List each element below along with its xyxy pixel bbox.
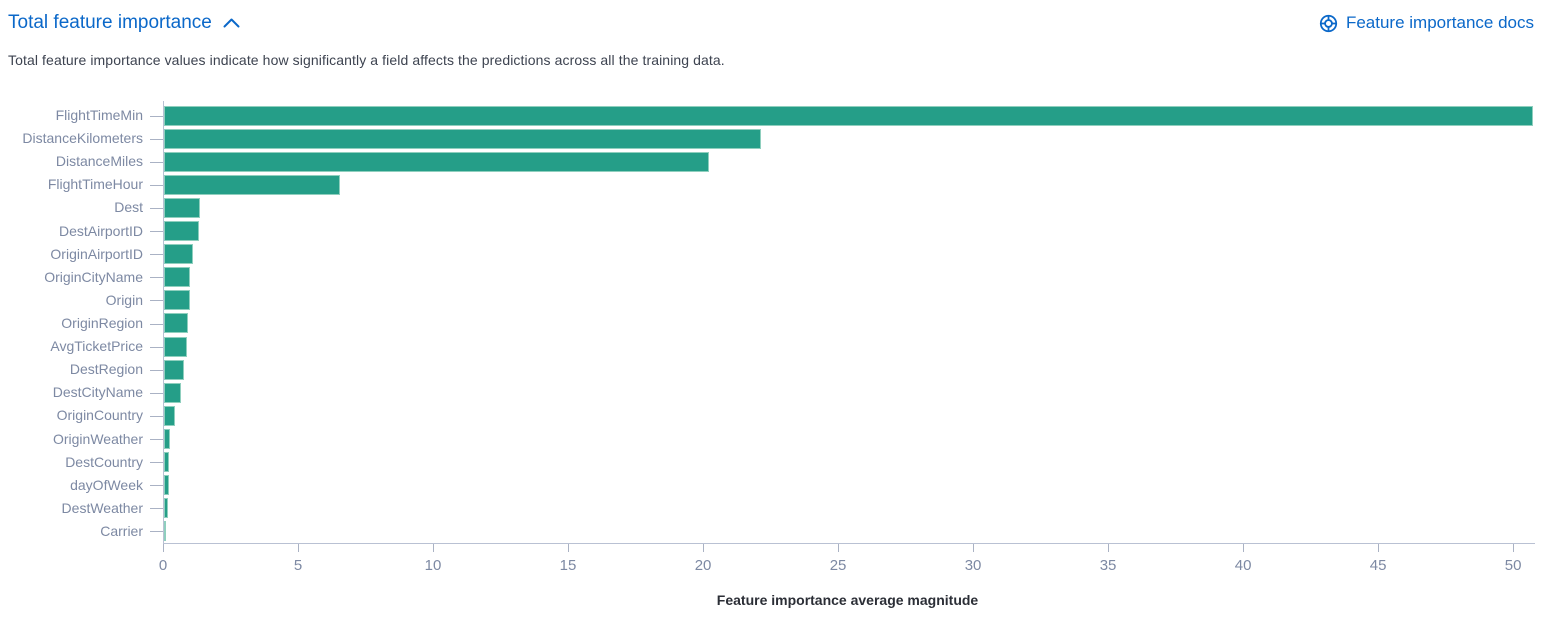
- bar-DistanceMiles: [164, 151, 710, 172]
- bar-OriginWeather: [164, 428, 170, 449]
- y-axis-label: OriginWeather: [52, 430, 143, 447]
- x-axis-tick: [163, 544, 164, 552]
- y-axis-label: OriginAirportID: [50, 245, 143, 262]
- panel-title: Total feature importance: [8, 12, 212, 33]
- x-axis-tick: [568, 544, 570, 552]
- y-axis-tick: [150, 485, 163, 487]
- y-axis-tick: [150, 392, 163, 394]
- y-axis-tick: [150, 231, 163, 233]
- y-axis-tick: [150, 439, 163, 441]
- y-axis-tick: [150, 346, 163, 348]
- panel-description: Total feature importance values indicate…: [8, 52, 725, 68]
- bar-AvgTicketPrice: [164, 336, 187, 357]
- y-axis-label: DistanceMiles: [55, 153, 143, 170]
- x-axis-tick: [298, 544, 299, 552]
- y-axis-tick: [150, 254, 163, 256]
- x-axis-tick-label: 15: [559, 557, 577, 574]
- y-axis-label: Dest: [114, 199, 143, 216]
- x-axis-tick: [838, 544, 840, 552]
- panel-header: Total feature importance: [8, 12, 1534, 34]
- y-axis-tick: [150, 323, 163, 325]
- x-axis-tick-label: 30: [964, 557, 982, 574]
- y-axis-label: dayOfWeek: [70, 476, 143, 493]
- bar-OriginCountry: [164, 405, 176, 426]
- x-axis-tick: [1108, 544, 1110, 552]
- y-axis-tick: [150, 138, 163, 140]
- y-axis-label: DestCityName: [52, 384, 143, 401]
- bar-OriginRegion: [164, 313, 189, 334]
- bar-OriginCityName: [164, 267, 190, 288]
- bar-Dest: [164, 197, 201, 218]
- x-axis-tick-label: 25: [829, 557, 847, 574]
- bar-FlightTimeHour: [164, 174, 340, 195]
- help-lifebuoy-icon: [1319, 14, 1338, 33]
- y-axis-tick: [150, 115, 163, 117]
- x-axis-tick: [1378, 544, 1380, 552]
- bar-DestCityName: [164, 382, 181, 403]
- y-axis-tick: [150, 277, 163, 279]
- x-axis-tick-label: 5: [293, 557, 303, 574]
- y-axis-label: DestCountry: [65, 453, 143, 470]
- x-axis-tick-label: 0: [158, 557, 168, 574]
- y-axis-tick: [150, 300, 163, 302]
- docs-link-label: Feature importance docs: [1345, 13, 1534, 32]
- x-axis-title: Feature importance average magnitude: [716, 592, 979, 608]
- bar-DestWeather: [164, 498, 169, 519]
- x-axis-tick: [703, 544, 705, 552]
- y-axis-label: Origin: [105, 291, 143, 308]
- y-axis-label: DestRegion: [69, 361, 143, 378]
- y-axis-label: OriginRegion: [61, 315, 143, 331]
- y-axis-tick: [150, 508, 163, 510]
- x-axis-tick-label: 50: [1504, 557, 1522, 574]
- x-axis-line: [163, 543, 1535, 544]
- x-axis-tick-label: 35: [1099, 557, 1117, 574]
- y-axis-tick: [150, 161, 163, 163]
- y-axis-label: FlightTimeHour: [47, 176, 143, 193]
- y-axis-label: FlightTimeMin: [55, 107, 143, 124]
- y-axis-label: AvgTicketPrice: [50, 338, 143, 355]
- bar-DestCountry: [164, 452, 170, 473]
- bar-DestRegion: [164, 359, 184, 380]
- y-axis-tick: [150, 531, 163, 533]
- y-axis-label: DestWeather: [61, 499, 143, 516]
- x-axis-tick: [1243, 544, 1245, 552]
- section-collapse-toggle[interactable]: Total feature importance: [8, 12, 240, 34]
- y-axis-label: OriginCityName: [44, 268, 143, 285]
- feature-importance-docs-link[interactable]: Feature importance docs: [1319, 13, 1534, 33]
- x-axis-tick-label: 20: [694, 557, 712, 574]
- bar-Origin: [164, 290, 190, 311]
- x-axis-tick: [1513, 544, 1515, 552]
- y-axis-tick: [150, 369, 163, 371]
- y-axis-tick: [150, 184, 163, 186]
- bar-Carrier: [164, 521, 166, 542]
- x-axis-tick-label: 10: [424, 557, 442, 574]
- x-axis-tick-label: 40: [1234, 557, 1252, 574]
- y-axis-label: Carrier: [100, 522, 143, 539]
- x-axis-tick: [973, 544, 975, 552]
- y-axis-tick: [150, 415, 163, 417]
- bar-dayOfWeek: [164, 475, 170, 496]
- x-axis-tick-label: 45: [1369, 557, 1387, 574]
- bar-FlightTimeMin: [164, 105, 1533, 126]
- y-axis-label: DestAirportID: [58, 222, 143, 239]
- bar-DestAirportID: [164, 221, 200, 242]
- y-axis-label: OriginCountry: [56, 407, 143, 424]
- y-axis-tick: [150, 462, 163, 464]
- y-axis-line: [163, 101, 164, 543]
- y-axis-label: DistanceKilometers: [22, 130, 143, 147]
- bar-OriginAirportID: [164, 244, 193, 265]
- chevron-up-icon: [223, 17, 240, 29]
- y-axis-tick: [150, 207, 163, 209]
- x-axis-tick: [433, 544, 435, 552]
- bar-DistanceKilometers: [164, 128, 761, 149]
